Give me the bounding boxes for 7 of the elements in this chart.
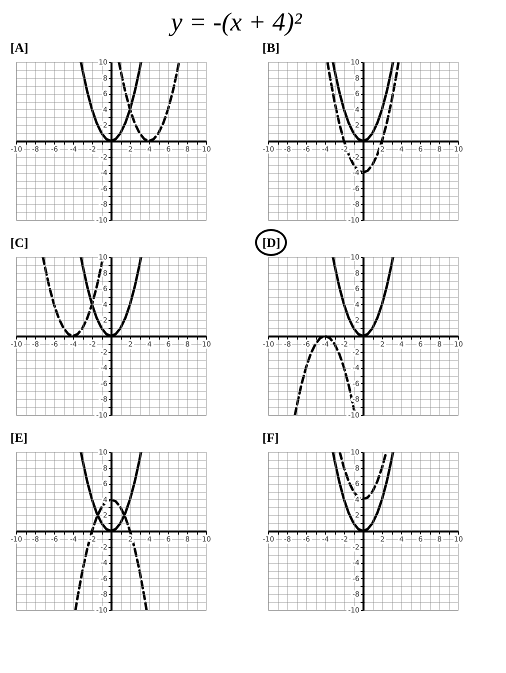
- chart-title: [C]: [10, 235, 28, 250]
- chart-title: [F]: [262, 430, 279, 445]
- chart-title: [B]: [262, 40, 280, 55]
- text: y = -(x + 4)²: [168, 8, 304, 36]
- chart-title: [E]: [10, 430, 28, 445]
- chart-title: [D]: [262, 235, 280, 250]
- chart-title: [A]: [10, 40, 28, 55]
